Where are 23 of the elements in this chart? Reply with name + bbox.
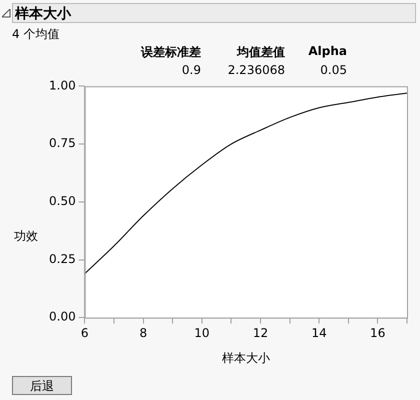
x-tick-label: 14 (311, 326, 327, 340)
x-tick-label: 10 (194, 326, 210, 340)
line-series (84, 92, 407, 274)
x-tick-label: 16 (370, 326, 386, 340)
x-tick-label: 8 (139, 326, 148, 340)
chart-subtitle: 4 个均值 (12, 26, 60, 43)
x-tick-label: 6 (80, 326, 89, 340)
y-tick-label: 0.50 (49, 194, 76, 208)
chart-title: 样本大小 (12, 3, 416, 23)
y-tick-label: 0.75 (49, 136, 76, 150)
text: 2.236068 (228, 63, 285, 77)
x-tick-label: 12 (252, 326, 268, 340)
text: 0.9 (180, 63, 201, 77)
y-tick-label: 0.25 (49, 252, 76, 266)
text: 后退 (12, 376, 72, 395)
text: Alpha (308, 44, 347, 58)
text: 0.05 (320, 63, 347, 77)
y-axis-title: 功效 (14, 228, 38, 245)
text: 均值差值 (237, 45, 285, 59)
x-axis-title: 样本大小 (221, 350, 271, 367)
y-tick-label: 0.00 (49, 310, 76, 324)
y-tick-label: 1.00 (49, 78, 76, 92)
text: 误差标准差 (140, 44, 201, 61)
